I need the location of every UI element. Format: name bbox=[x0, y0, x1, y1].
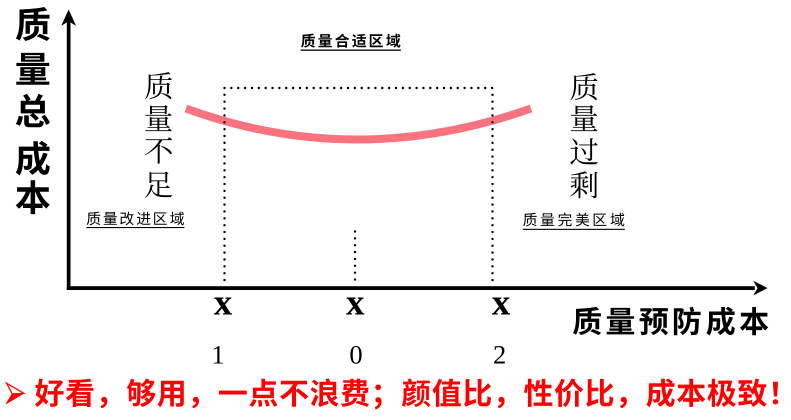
svg-text:0: 0 bbox=[349, 339, 362, 369]
svg-text:x: x bbox=[346, 283, 365, 324]
svg-text:x: x bbox=[492, 283, 511, 324]
svg-text:2: 2 bbox=[493, 339, 506, 369]
svg-text:1: 1 bbox=[211, 339, 224, 369]
svg-text:x: x bbox=[214, 283, 233, 324]
